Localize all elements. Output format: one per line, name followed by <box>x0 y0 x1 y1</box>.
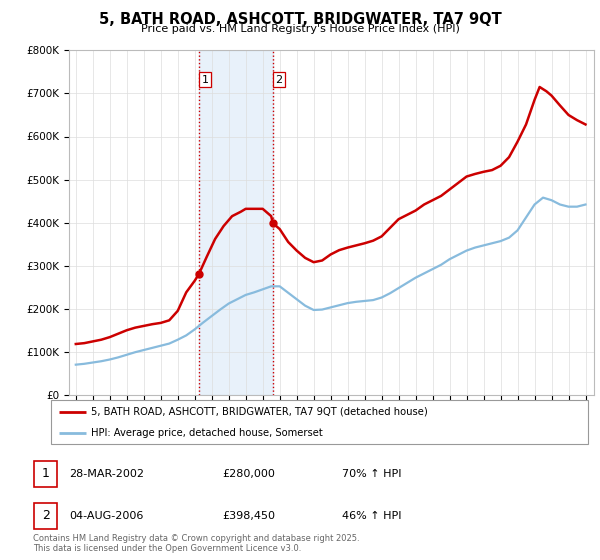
Text: Contains HM Land Registry data © Crown copyright and database right 2025.
This d: Contains HM Land Registry data © Crown c… <box>33 534 359 553</box>
Text: 1: 1 <box>202 74 208 85</box>
Text: 5, BATH ROAD, ASHCOTT, BRIDGWATER, TA7 9QT (detached house): 5, BATH ROAD, ASHCOTT, BRIDGWATER, TA7 9… <box>91 407 428 417</box>
Text: 46% ↑ HPI: 46% ↑ HPI <box>342 511 401 521</box>
Text: 2: 2 <box>275 74 283 85</box>
Text: 2: 2 <box>41 509 50 522</box>
Text: £398,450: £398,450 <box>222 511 275 521</box>
Text: 70% ↑ HPI: 70% ↑ HPI <box>342 469 401 479</box>
Text: 28-MAR-2002: 28-MAR-2002 <box>69 469 144 479</box>
Text: Price paid vs. HM Land Registry's House Price Index (HPI): Price paid vs. HM Land Registry's House … <box>140 24 460 34</box>
FancyBboxPatch shape <box>34 503 57 529</box>
Text: HPI: Average price, detached house, Somerset: HPI: Average price, detached house, Some… <box>91 428 323 437</box>
FancyBboxPatch shape <box>51 400 588 444</box>
Text: 04-AUG-2006: 04-AUG-2006 <box>69 511 143 521</box>
Text: £280,000: £280,000 <box>222 469 275 479</box>
Bar <box>199 50 273 395</box>
FancyBboxPatch shape <box>34 461 57 487</box>
Text: 1: 1 <box>41 467 50 480</box>
Text: 5, BATH ROAD, ASHCOTT, BRIDGWATER, TA7 9QT: 5, BATH ROAD, ASHCOTT, BRIDGWATER, TA7 9… <box>98 12 502 27</box>
